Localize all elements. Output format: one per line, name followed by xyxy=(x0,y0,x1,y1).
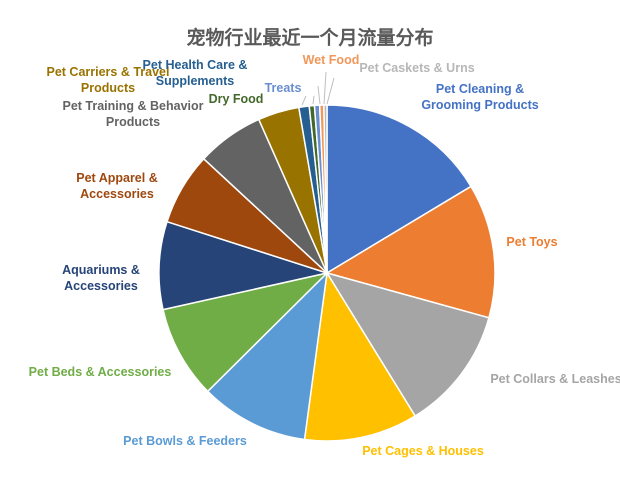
chart-title: 宠物行业最近一个月流量分布 xyxy=(186,26,433,49)
pie-slice-6 xyxy=(158,220,330,311)
pie-slice-4 xyxy=(206,270,329,441)
pie-slice-14 xyxy=(323,104,328,274)
pie-slice-5 xyxy=(162,271,330,393)
slice-label-4: Pet Bowls & Feeders xyxy=(123,434,247,448)
slice-label-14: Pet Caskets & Urns xyxy=(359,61,474,75)
leader-line-1 xyxy=(312,95,315,105)
slice-label-8: Pet Training & Behavior Products xyxy=(62,99,203,129)
slice-label-2: Pet Collars & Leashes xyxy=(490,372,620,386)
slice-label-6: Aquariums & Accessories xyxy=(62,263,140,293)
pie-slice-2 xyxy=(325,271,490,418)
slice-label-1: Pet Toys xyxy=(506,235,557,249)
pie-slices xyxy=(158,104,496,442)
slice-label-9: Pet Carriers & Travel Products xyxy=(47,65,170,95)
slice-label-12: Treats xyxy=(265,81,302,95)
slice-labels: Pet Cleaning & Grooming Products Pet Toys P… xyxy=(29,53,620,458)
slice-label-10: Pet Health Care & Supplements xyxy=(143,58,248,88)
slice-label-13: Wet Food xyxy=(303,53,360,67)
leader-line-0 xyxy=(301,95,307,106)
leader-line-2 xyxy=(317,85,321,105)
slice-label-0: Pet Cleaning & Grooming Products xyxy=(421,82,538,112)
slice-label-5: Pet Beds & Accessories xyxy=(29,365,172,379)
pie-slice-0 xyxy=(326,104,473,275)
slice-label-3: Pet Cages & Houses xyxy=(362,444,484,458)
pie-slice-3 xyxy=(303,270,417,442)
slice-label-7: Pet Apparel & Accessories xyxy=(76,171,158,201)
leader-line-3 xyxy=(323,71,327,105)
slice-label-11: Dry Food xyxy=(209,92,264,106)
pie-slice-1 xyxy=(325,185,496,319)
leader-line-4 xyxy=(326,77,335,105)
